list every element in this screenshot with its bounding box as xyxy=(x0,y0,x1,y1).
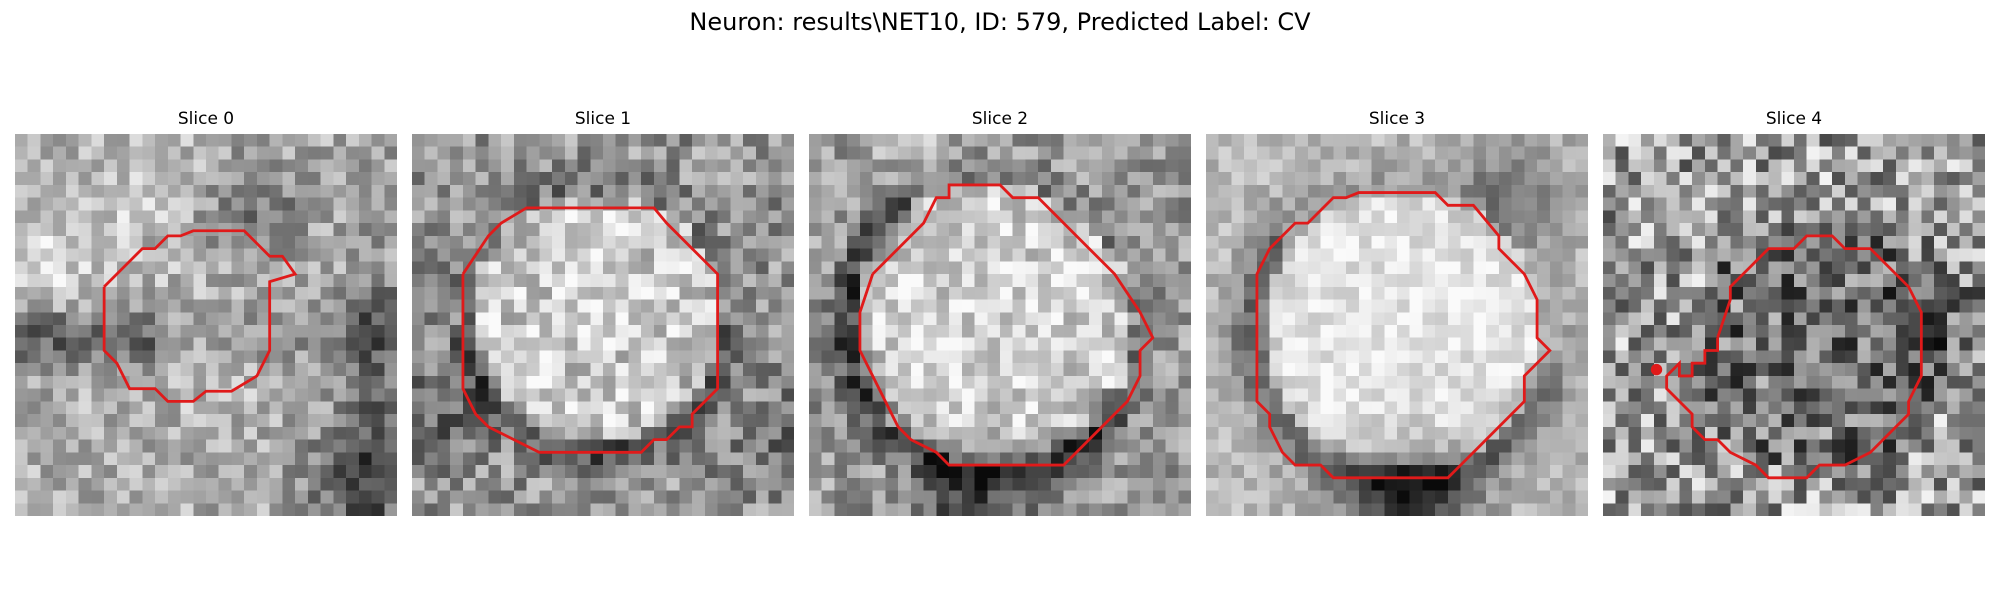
segmentation-contour xyxy=(102,229,298,403)
slice-image xyxy=(1603,134,1985,516)
slice-title: Slice 1 xyxy=(574,109,632,129)
slice-image xyxy=(15,134,397,516)
segmentation-contour xyxy=(461,206,720,454)
slice-image xyxy=(1206,134,1588,516)
slice-panel-4: Slice 4 xyxy=(1603,108,1985,516)
segmentation-contour xyxy=(858,183,1155,467)
slice-panel-0: Slice 0 xyxy=(15,108,397,516)
segmentation-contour xyxy=(1255,191,1552,480)
segmentation-contour xyxy=(1665,234,1923,480)
slice-title: Slice 4 xyxy=(1765,109,1823,129)
figure-title: Neuron: results\NET10, ID: 579, Predicte… xyxy=(689,8,1311,36)
slice-panel-1: Slice 1 xyxy=(412,108,794,516)
contour-fragment xyxy=(1650,363,1663,376)
slice-title: Slice 0 xyxy=(177,109,235,129)
slice-title: Slice 3 xyxy=(1368,109,1426,129)
slice-panel-2: Slice 2 xyxy=(809,108,1191,516)
slice-image xyxy=(412,134,794,516)
slice-title: Slice 2 xyxy=(971,109,1029,129)
slice-image xyxy=(809,134,1191,516)
slice-panel-3: Slice 3 xyxy=(1206,108,1588,516)
